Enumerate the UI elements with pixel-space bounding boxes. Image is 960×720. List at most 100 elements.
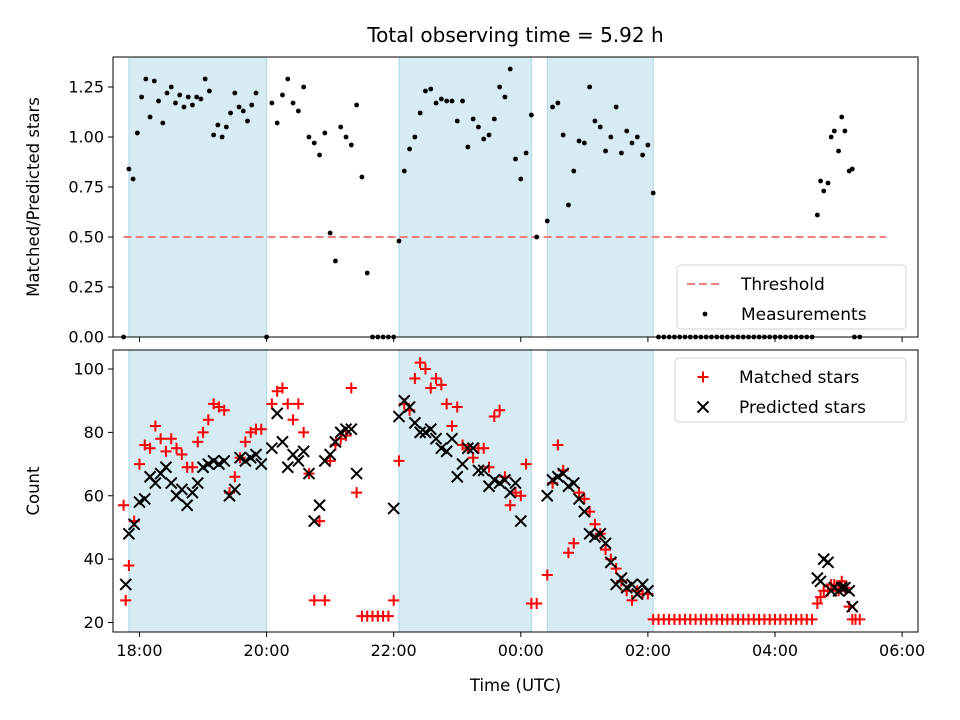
predicted-stars-point (846, 600, 859, 613)
measurements-point (202, 76, 208, 82)
measurements-point (236, 104, 242, 110)
matched-stars-point (578, 493, 590, 505)
matched-stars-point (165, 433, 177, 445)
x-tick-label: 18:00 (116, 641, 162, 660)
measurements-point (592, 118, 598, 124)
measurements-point (151, 78, 157, 84)
predicted-stars-point (514, 514, 528, 528)
predicted-stars-point (472, 464, 485, 477)
predicted-stars-point (392, 410, 406, 423)
matched-stars-point (229, 471, 241, 483)
predicted-stars-point (255, 457, 268, 471)
measurements-point (301, 84, 307, 90)
measurements-point (198, 96, 204, 102)
predicted-stars-point (403, 400, 416, 414)
matched-stars-point (441, 398, 453, 410)
measurements-point (327, 230, 333, 236)
predicted-stars-point (477, 464, 490, 477)
matched-stars-point (160, 445, 172, 457)
measurements-legend-marker (702, 311, 708, 317)
matched-stars-point (319, 594, 331, 606)
matched-stars-point (409, 373, 421, 385)
measurements-point (364, 270, 370, 276)
ratio-panel: 0.00 0.25 0.50 0.75 1.00 1.25 Matched/Predicte… (24, 23, 919, 347)
predicted-stars-legend-marker (696, 400, 710, 414)
predicted-stars-point (249, 448, 263, 461)
matched-stars-point (276, 382, 288, 394)
y-tick-label: 80 (84, 423, 104, 442)
measurements-point (476, 124, 481, 130)
y-axis-label: Matched/Predicted stars (24, 97, 43, 297)
y-tick-label: 0.50 (68, 228, 104, 247)
matched-stars-point (520, 458, 532, 470)
measurements-point (460, 98, 465, 104)
predicted-stars-point (127, 518, 141, 531)
matched-stars-point (324, 455, 336, 467)
predicted-stars-point (228, 483, 242, 496)
axes-frame (112, 349, 919, 633)
measurements-point (215, 122, 221, 128)
measurements-point (624, 128, 630, 134)
predicted-stars-point (180, 499, 194, 512)
matched-stars-point (155, 433, 167, 445)
predicted-stars-point (191, 476, 204, 490)
measurements-point (576, 138, 582, 144)
measurements-point (156, 98, 161, 104)
measurements-point (581, 140, 587, 146)
matched-stars-point (133, 458, 145, 470)
measurements-point (396, 238, 402, 244)
x-tick-label: 02:00 (625, 641, 671, 660)
predicted-stars-point (313, 499, 326, 512)
measurements-point (185, 94, 191, 100)
measurements-point (232, 90, 238, 96)
predicted-stars-point (429, 432, 443, 445)
measurements-point (322, 130, 328, 136)
matched-stars-point (239, 436, 251, 448)
measurements-point (836, 148, 841, 154)
measurements-point (285, 76, 291, 82)
measurements-point (181, 104, 187, 110)
predicted-stars-point (165, 476, 178, 490)
count-panel: 20 40 60 80 100 18:00 20:00 22:00 00:00 02:00 04:0… (24, 349, 925, 695)
measurements-point (168, 84, 174, 90)
measurements-point (134, 130, 140, 136)
measurements-point (438, 96, 444, 102)
measurements-point (634, 134, 640, 140)
predicted-stars-point (503, 486, 517, 499)
legend-box (674, 357, 907, 423)
measurements-point (491, 116, 497, 122)
measurements-point (190, 102, 195, 108)
measurements-point (317, 152, 322, 158)
matched-stars-point (854, 613, 866, 625)
chart-title: Total observing time = 5.92 h (366, 23, 663, 47)
y-tick-label: 0.75 (68, 178, 104, 197)
predicted-stars-point (387, 502, 400, 515)
matched-stars-point (584, 506, 596, 518)
measurements-point (412, 134, 418, 140)
axes-frame (112, 56, 919, 338)
y-tick-label: 60 (84, 486, 104, 505)
measurements-point (444, 98, 450, 104)
measurements-point (219, 134, 225, 140)
matched-stars-point (541, 569, 553, 581)
matched-stars-point (568, 537, 580, 549)
x-tick-label: 22:00 (371, 641, 417, 660)
measurements-point (177, 92, 183, 98)
matched-stars-point (171, 442, 183, 454)
matched-stars-point (149, 420, 161, 432)
predicted-stars-point (265, 442, 279, 455)
matched-stars-point (255, 423, 267, 435)
measurements-point (126, 166, 132, 172)
measurements-point (587, 84, 593, 90)
measurements-point (139, 94, 144, 100)
matched-stars-point (314, 515, 326, 527)
measurements-point (645, 142, 651, 148)
shaded-interval (128, 56, 268, 338)
matched-stars-point (202, 414, 214, 426)
predicted-stars-point (509, 476, 522, 490)
measurements-point (245, 118, 250, 124)
matched-stars-point (144, 442, 156, 454)
predicted-stars-point (604, 556, 618, 569)
matched-stars-point (478, 442, 490, 454)
